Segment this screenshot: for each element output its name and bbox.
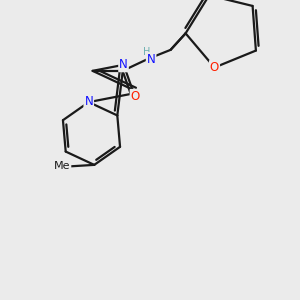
Text: Me: Me [54,161,70,171]
Text: O: O [130,90,140,103]
Text: N: N [147,53,155,66]
Text: N: N [84,95,93,108]
Text: H: H [143,47,150,57]
Text: N: N [119,58,128,71]
Text: O: O [210,61,219,74]
